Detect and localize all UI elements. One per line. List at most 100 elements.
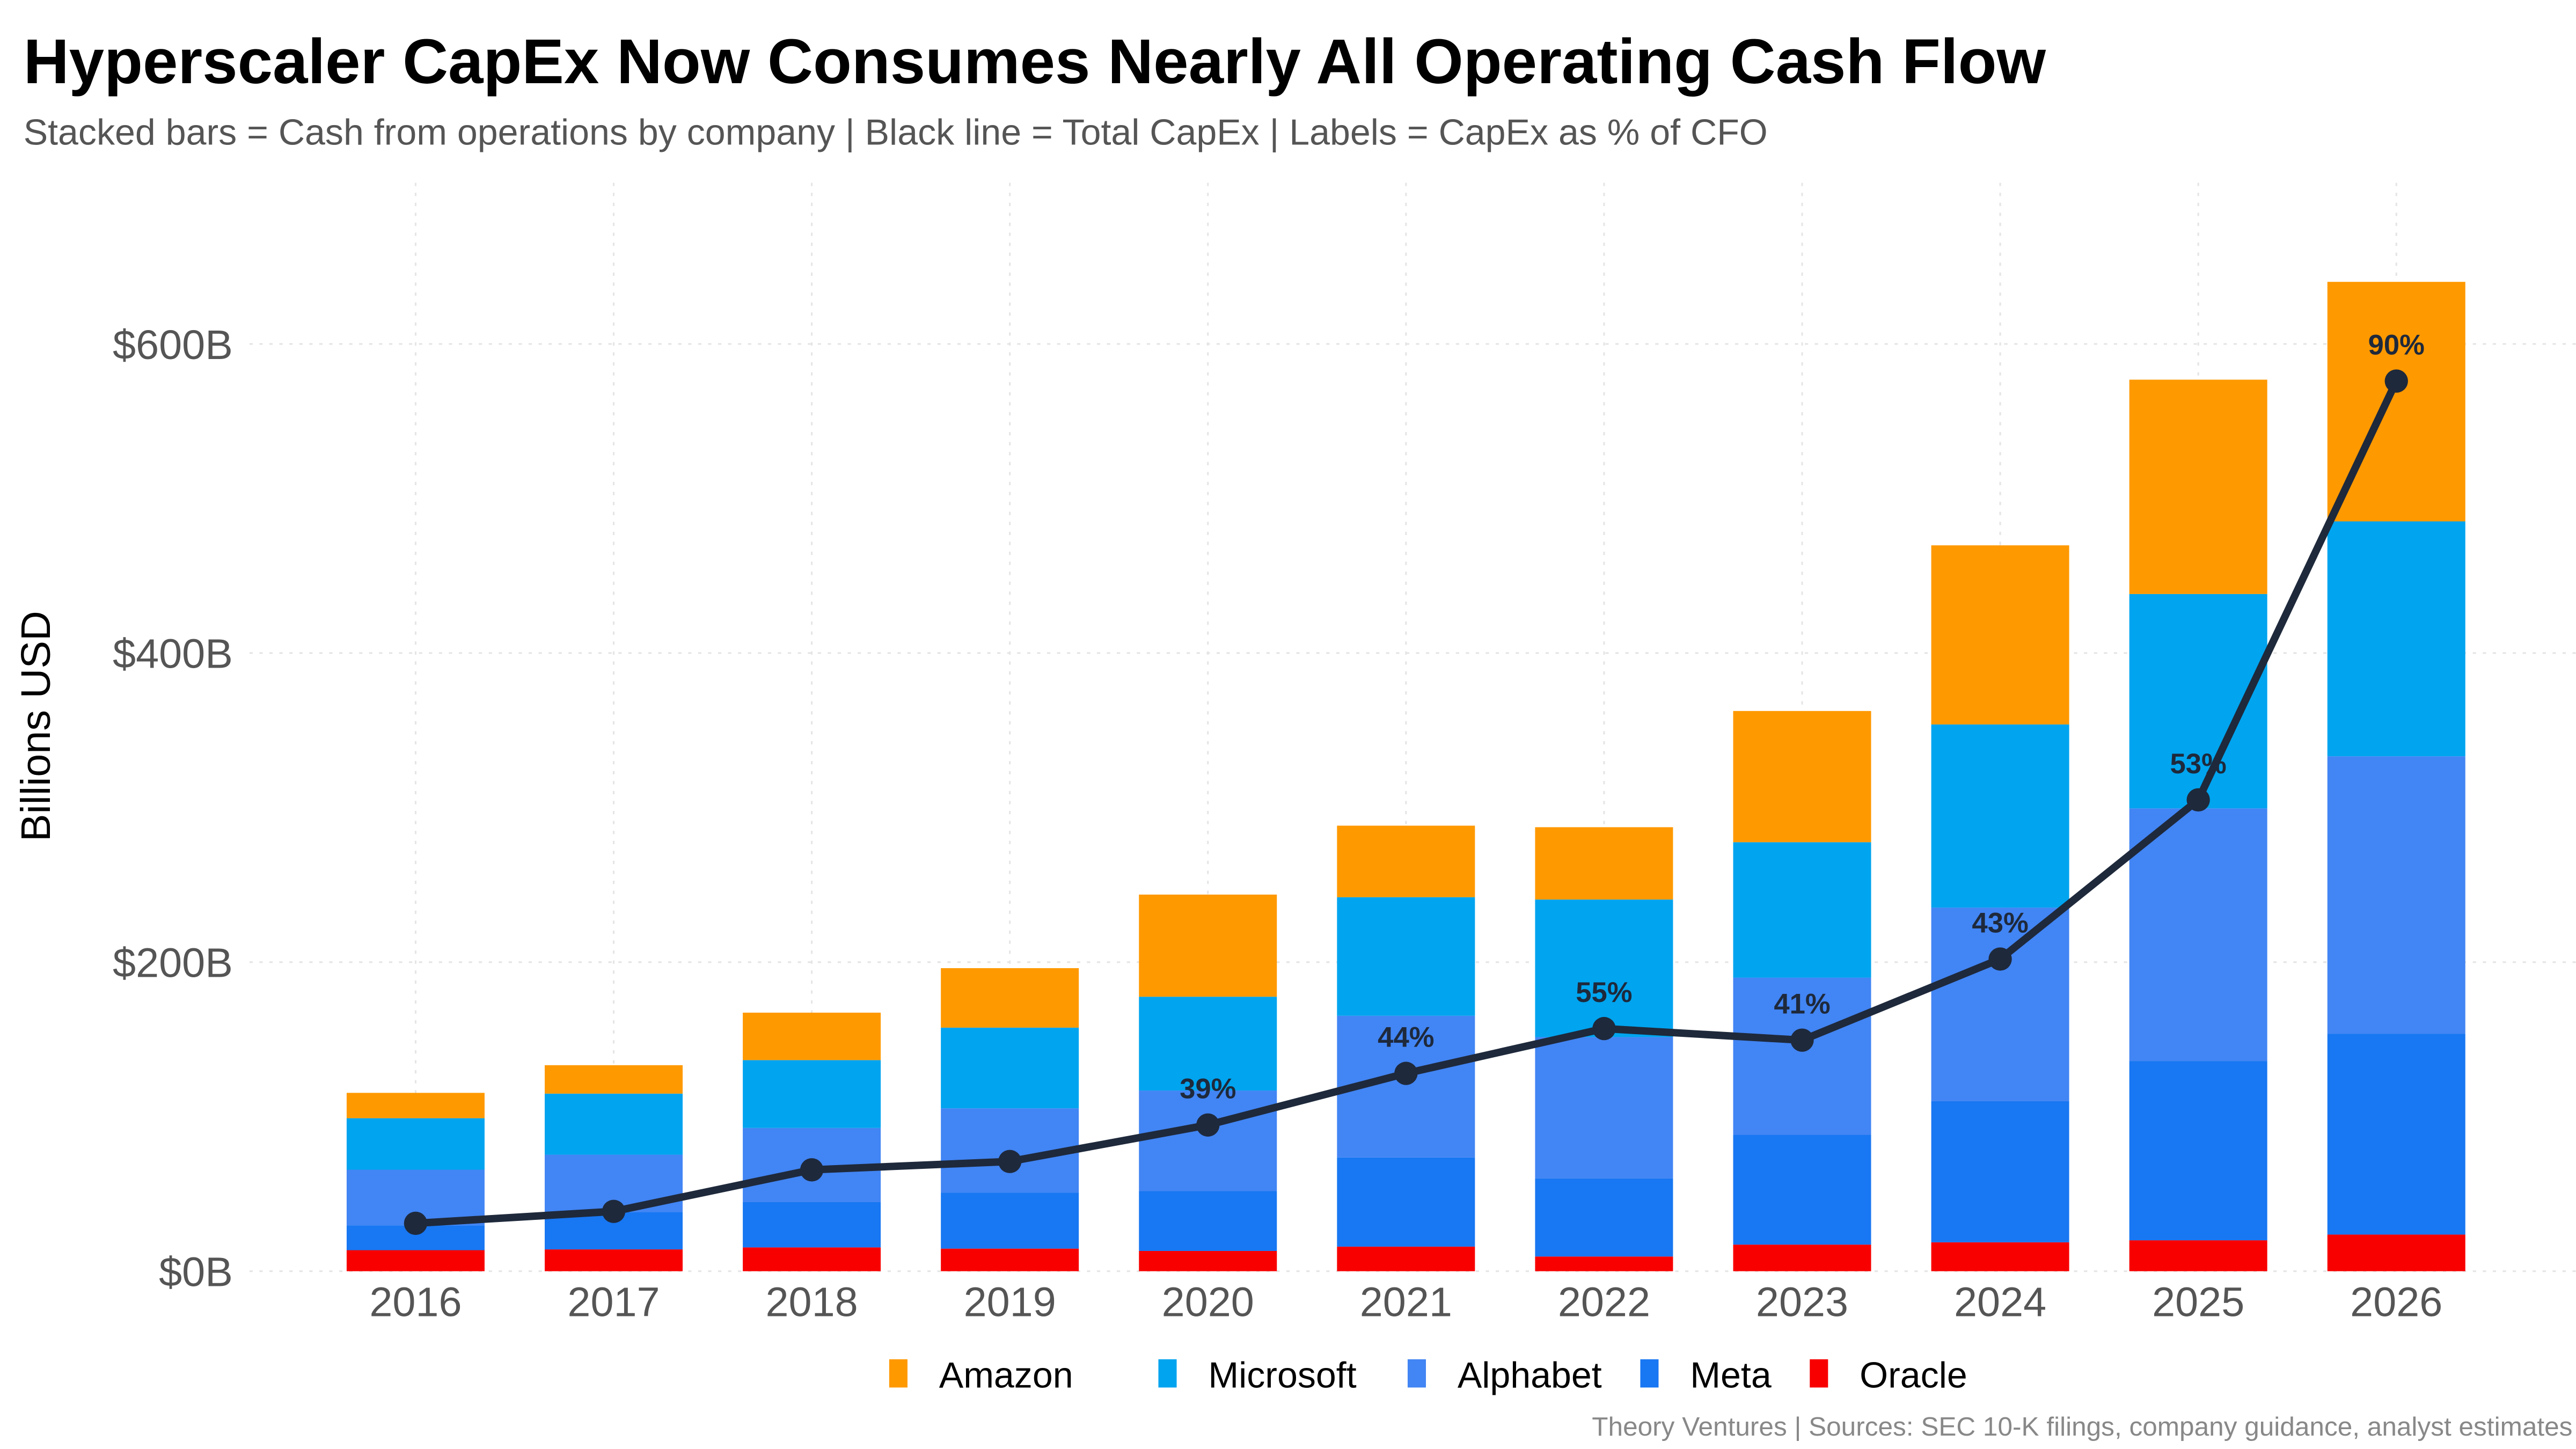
bar-meta-2024 xyxy=(1931,1101,2069,1242)
legend-swatch xyxy=(1158,1359,1177,1388)
legend-item-amazon: Amazon xyxy=(889,1355,1073,1395)
bar-alphabet-2022 xyxy=(1535,1037,1673,1179)
bar-amazon-2016 xyxy=(346,1093,485,1118)
bar-oracle-2019 xyxy=(941,1248,1079,1271)
capex-point-2019 xyxy=(998,1150,1022,1173)
bar-microsoft-2016 xyxy=(346,1118,485,1170)
bar-microsoft-2019 xyxy=(941,1027,1079,1109)
capex-pct-label: 41% xyxy=(1774,989,1830,1020)
bar-microsoft-2020 xyxy=(1139,997,1277,1091)
bars xyxy=(346,282,2465,1271)
capex-point-2024 xyxy=(1988,947,2012,971)
capex-line: 39% 44% 55% 41% 43% 53% 90% xyxy=(404,330,2425,1235)
bar-meta-2023 xyxy=(1733,1135,1871,1245)
bar-meta-2020 xyxy=(1139,1191,1277,1251)
x-tick-label: 2021 xyxy=(1360,1279,1452,1325)
bar-meta-2022 xyxy=(1535,1178,1673,1257)
y-tick-label: $600B xyxy=(113,322,233,368)
bar-microsoft-2017 xyxy=(545,1093,683,1155)
capex-pct-label: 43% xyxy=(1972,907,2028,939)
bar-oracle-2018 xyxy=(743,1247,881,1271)
x-tick-label: 2024 xyxy=(1954,1279,2046,1325)
bar-alphabet-2023 xyxy=(1733,977,1871,1135)
legend-item-microsoft: Microsoft xyxy=(1158,1355,1357,1395)
bar-amazon-2021 xyxy=(1337,825,1475,897)
bar-microsoft-2026 xyxy=(2327,521,2465,757)
bar-oracle-2020 xyxy=(1139,1250,1277,1271)
y-axis-label: Billions USD xyxy=(13,611,59,841)
bar-amazon-2019 xyxy=(941,968,1079,1028)
bar-meta-2026 xyxy=(2327,1034,2465,1235)
capex-point-2026 xyxy=(2384,369,2408,393)
legend-item-alphabet: Alphabet xyxy=(1407,1355,1602,1395)
capex-pct-label: 55% xyxy=(1576,977,1632,1008)
bar-microsoft-2022 xyxy=(1535,899,1673,1037)
bar-amazon-2023 xyxy=(1733,711,1871,843)
bar-meta-2019 xyxy=(941,1192,1079,1249)
legend-label: Amazon xyxy=(939,1355,1073,1395)
x-tick-label: 2016 xyxy=(369,1279,462,1325)
capex-point-2016 xyxy=(404,1211,428,1235)
capex-point-2025 xyxy=(2186,788,2210,812)
bar-alphabet-2024 xyxy=(1931,908,2069,1101)
y-axis-ticks: $0B $200B $400B $600B xyxy=(113,322,233,1296)
legend-label: Oracle xyxy=(1860,1355,1967,1395)
bar-oracle-2025 xyxy=(2129,1240,2267,1271)
legend-label: Meta xyxy=(1690,1355,1772,1395)
y-tick-label: $200B xyxy=(113,940,233,986)
chart-title: Hyperscaler CapEx Now Consumes Nearly Al… xyxy=(24,26,2046,97)
bar-oracle-2017 xyxy=(545,1249,683,1271)
capex-point-2021 xyxy=(1394,1062,1418,1085)
x-tick-label: 2018 xyxy=(766,1279,858,1325)
capex-pct-label: 90% xyxy=(2368,330,2425,361)
bar-amazon-2024 xyxy=(1931,545,2069,724)
legend-swatch xyxy=(1640,1359,1659,1388)
capex-pct-label: 53% xyxy=(2170,748,2227,780)
source-caption: Theory Ventures | Sources: SEC 10-K fili… xyxy=(1592,1412,2572,1441)
bar-amazon-2022 xyxy=(1535,827,1673,900)
bar-microsoft-2024 xyxy=(1931,724,2069,908)
legend-item-oracle: Oracle xyxy=(1810,1355,1967,1395)
legend-label: Alphabet xyxy=(1458,1355,1602,1395)
chart-subtitle: Stacked bars = Cash from operations by c… xyxy=(24,112,1768,152)
bar-meta-2025 xyxy=(2129,1061,2267,1241)
bar-alphabet-2026 xyxy=(2327,756,2465,1034)
legend-swatch xyxy=(1810,1359,1828,1388)
x-tick-label: 2020 xyxy=(1162,1279,1254,1325)
legend: Amazon Microsoft Alphabet Meta Oracle xyxy=(889,1355,1967,1395)
x-tick-label: 2019 xyxy=(964,1279,1056,1325)
bar-oracle-2026 xyxy=(2327,1234,2465,1271)
legend-swatch xyxy=(889,1359,908,1388)
bar-oracle-2023 xyxy=(1733,1245,1871,1271)
bar-amazon-2020 xyxy=(1139,894,1277,997)
bar-microsoft-2018 xyxy=(743,1060,881,1128)
legend-label: Microsoft xyxy=(1208,1355,1356,1395)
x-tick-label: 2017 xyxy=(567,1279,660,1325)
bar-oracle-2022 xyxy=(1535,1256,1673,1271)
bar-oracle-2021 xyxy=(1337,1246,1475,1271)
bar-amazon-2018 xyxy=(743,1012,881,1060)
x-tick-label: 2022 xyxy=(1558,1279,1650,1325)
capex-point-2020 xyxy=(1196,1113,1220,1137)
bar-amazon-2025 xyxy=(2129,379,2267,594)
x-tick-label: 2026 xyxy=(2350,1279,2442,1325)
x-tick-label: 2025 xyxy=(2152,1279,2244,1325)
capex-point-2023 xyxy=(1790,1028,1814,1052)
x-axis-ticks: 2016 2017 2018 2019 2020 2021 2022 2023 2024 2025… xyxy=(369,1279,2442,1325)
bar-alphabet-2020 xyxy=(1139,1091,1277,1191)
legend-item-meta: Meta xyxy=(1640,1355,1772,1395)
y-tick-label: $0B xyxy=(159,1249,233,1296)
bar-amazon-2017 xyxy=(545,1065,683,1094)
capex-point-2022 xyxy=(1592,1016,1616,1041)
capex-point-2018 xyxy=(800,1158,824,1182)
legend-swatch xyxy=(1407,1359,1426,1388)
x-tick-label: 2023 xyxy=(1756,1279,1848,1325)
bar-meta-2021 xyxy=(1337,1157,1475,1247)
capex-point-2017 xyxy=(602,1199,626,1223)
bar-microsoft-2023 xyxy=(1733,842,1871,978)
bar-oracle-2024 xyxy=(1931,1242,2069,1271)
bar-oracle-2016 xyxy=(346,1250,485,1271)
y-tick-label: $400B xyxy=(113,631,233,677)
capex-pct-label: 39% xyxy=(1180,1073,1236,1105)
